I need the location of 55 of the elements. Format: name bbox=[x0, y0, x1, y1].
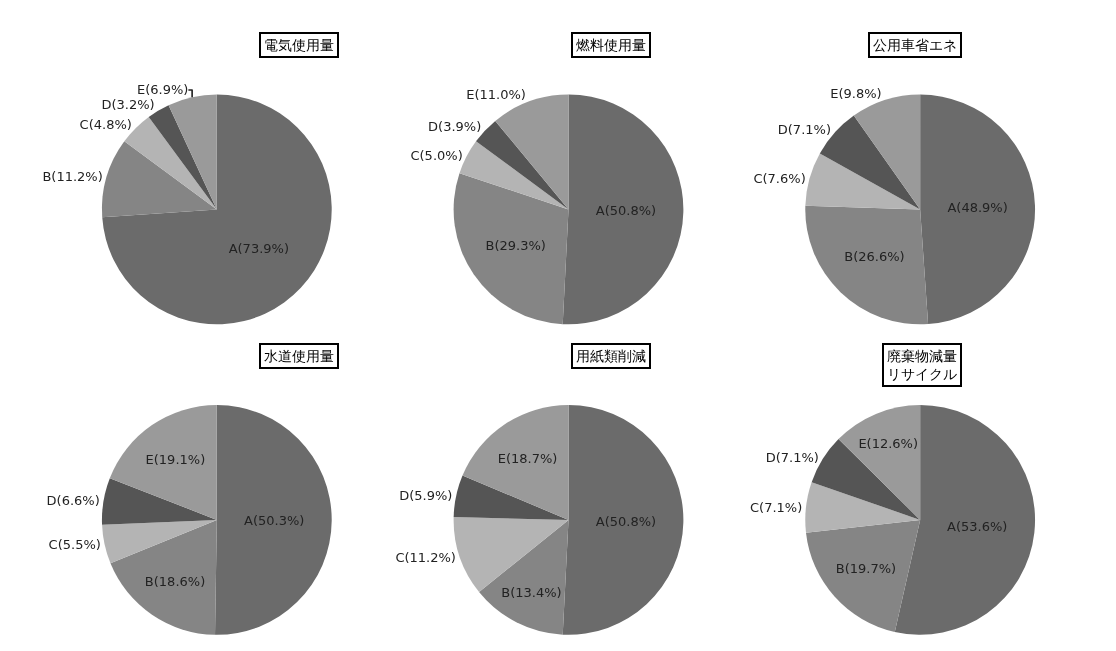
slice-label: E(18.7%) bbox=[497, 450, 558, 466]
slice-label: D(7.1%) bbox=[765, 449, 819, 465]
chart-title: 水道使用量 bbox=[264, 348, 334, 364]
slice-label: E(19.1%) bbox=[145, 451, 206, 467]
pie-slice bbox=[805, 153, 921, 210]
slice-label: D(3.2%) bbox=[101, 97, 155, 113]
slice-label: E(6.9%) bbox=[136, 82, 189, 98]
pie-slice bbox=[838, 405, 921, 520]
pie-slice bbox=[102, 141, 217, 218]
slice-label: D(7.1%) bbox=[777, 121, 831, 137]
chart-title: 電気使用量 bbox=[264, 37, 334, 53]
slice-label: B(29.3%) bbox=[485, 238, 546, 254]
slice-label: D(3.9%) bbox=[428, 119, 482, 135]
pie-slice bbox=[562, 94, 684, 325]
pie-slice bbox=[102, 519, 217, 564]
slice-label: A(73.9%) bbox=[228, 241, 289, 257]
slice-label: E(11.0%) bbox=[466, 87, 526, 103]
slice-label: E(12.6%) bbox=[858, 435, 919, 451]
pie-slice bbox=[453, 475, 569, 520]
pie-slice bbox=[109, 405, 217, 520]
pie-slice bbox=[805, 519, 921, 632]
pie-slice bbox=[102, 478, 217, 525]
slice-label: E(9.8%) bbox=[830, 85, 882, 101]
slice-label: D(6.6%) bbox=[46, 493, 100, 509]
slice-label: A(50.3%) bbox=[244, 512, 305, 528]
pie-slice bbox=[805, 205, 929, 325]
chart-title: 廃棄物減量リサイクル bbox=[887, 348, 957, 383]
pie-slice bbox=[562, 405, 684, 635]
slice-label: B(18.6%) bbox=[144, 573, 206, 589]
chart-title: 燃料使用量 bbox=[576, 37, 646, 53]
slice-label: A(50.8%) bbox=[595, 513, 657, 529]
chart-title: 公用車省エネ bbox=[873, 37, 957, 53]
slice-label: B(19.7%) bbox=[835, 560, 897, 576]
slice-label: D(5.9%) bbox=[399, 488, 453, 504]
slice-label: C(5.5%) bbox=[48, 537, 101, 553]
slice-label: C(7.6%) bbox=[753, 170, 806, 186]
slice-label: C(11.2%) bbox=[395, 550, 456, 566]
pie-slice bbox=[462, 405, 569, 520]
pie-slice bbox=[479, 519, 569, 635]
pie-slice bbox=[110, 519, 217, 635]
pie-slice bbox=[168, 94, 217, 210]
slice-label: C(4.8%) bbox=[79, 116, 132, 132]
slice-label: C(5.0%) bbox=[410, 147, 463, 163]
pie-slice bbox=[920, 94, 1035, 325]
pie-slice bbox=[453, 173, 569, 325]
slice-label: C(7.1%) bbox=[749, 499, 803, 515]
slice-label: B(11.2%) bbox=[42, 169, 103, 185]
slice-label: A(48.9%) bbox=[947, 199, 1008, 215]
slice-label: B(26.6%) bbox=[844, 249, 905, 265]
slice-label: A(50.8%) bbox=[595, 203, 657, 219]
slice-label: A(53.6%) bbox=[947, 518, 1008, 534]
pie-slice bbox=[805, 482, 921, 533]
chart-title: 用紙類削減 bbox=[576, 348, 646, 364]
pie-slice bbox=[215, 405, 332, 635]
slice-label: B(13.4%) bbox=[501, 585, 562, 601]
